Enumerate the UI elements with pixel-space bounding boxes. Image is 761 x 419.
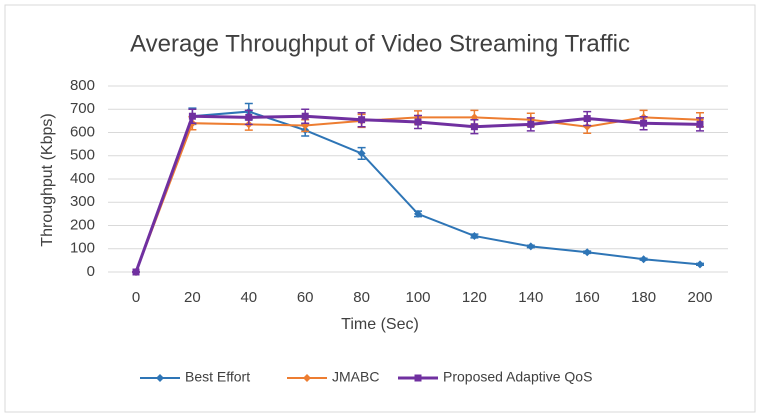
marker xyxy=(132,268,140,276)
y-tick-label: 500 xyxy=(70,147,95,164)
marker xyxy=(583,122,592,131)
x-tick-label: 100 xyxy=(405,289,430,306)
marker xyxy=(414,118,422,126)
marker xyxy=(358,116,366,124)
x-tick-label: 160 xyxy=(575,289,600,306)
x-axis-label: Time (Sec) xyxy=(341,316,419,333)
marker xyxy=(188,112,196,120)
x-tick-label: 80 xyxy=(353,289,370,306)
legend-label: Best Effort xyxy=(185,369,250,385)
x-tick-label: 0 xyxy=(132,289,140,306)
marker xyxy=(583,248,592,257)
legend-marker xyxy=(156,374,164,382)
marker xyxy=(640,119,648,127)
legend-marker xyxy=(303,374,311,382)
marker xyxy=(527,120,535,128)
x-tick-label: 120 xyxy=(462,289,487,306)
marker xyxy=(696,120,704,128)
y-tick-label: 200 xyxy=(70,216,95,233)
y-tick-label: 0 xyxy=(87,263,95,280)
y-tick-label: 400 xyxy=(70,170,95,187)
y-tick-label: 300 xyxy=(70,193,95,210)
x-tick-label: 40 xyxy=(240,289,257,306)
marker xyxy=(696,260,704,269)
legend-label: Proposed Adaptive QoS xyxy=(443,369,592,385)
x-tick-label: 140 xyxy=(518,289,543,306)
marker xyxy=(357,149,366,158)
marker xyxy=(639,255,648,264)
marker xyxy=(301,112,309,120)
y-axis-label: Throughput (Kbps) xyxy=(39,113,56,246)
marker xyxy=(583,115,591,123)
y-tick-label: 800 xyxy=(70,77,95,94)
x-tick-label: 200 xyxy=(687,289,712,306)
y-tick-label: 600 xyxy=(70,123,95,140)
x-tick-label: 180 xyxy=(631,289,656,306)
legend-marker xyxy=(414,374,422,382)
chart-title: Average Throughput of Video Streaming Tr… xyxy=(130,30,630,57)
x-tick-label: 60 xyxy=(297,289,314,306)
y-tick-label: 700 xyxy=(70,100,95,117)
marker xyxy=(245,113,253,121)
x-tick-label: 20 xyxy=(184,289,201,306)
marker xyxy=(526,242,535,251)
y-tick-label: 100 xyxy=(70,240,95,257)
chart-border xyxy=(4,4,756,413)
marker xyxy=(470,123,478,131)
marker xyxy=(414,209,422,218)
marker xyxy=(470,231,479,240)
legend-label: JMABC xyxy=(332,369,379,385)
